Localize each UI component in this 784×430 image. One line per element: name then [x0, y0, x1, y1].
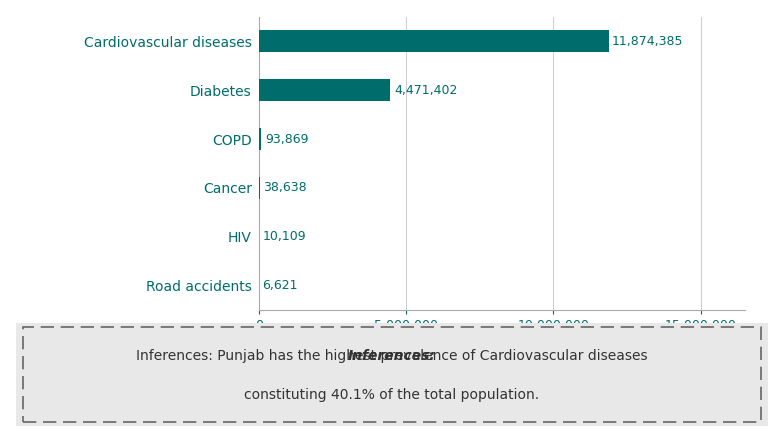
Text: 38,638: 38,638 — [263, 181, 307, 194]
Bar — [259, 79, 390, 101]
X-axis label: Total number  of cases: Total number of cases — [423, 338, 580, 353]
Text: 11,874,385: 11,874,385 — [612, 35, 684, 48]
FancyBboxPatch shape — [16, 322, 768, 426]
Bar — [259, 31, 608, 52]
Text: Inferences:: Inferences: — [348, 349, 436, 362]
Bar — [259, 177, 260, 199]
Text: 4,471,402: 4,471,402 — [394, 84, 457, 97]
Text: constituting 40.1% of the total population.: constituting 40.1% of the total populati… — [245, 388, 539, 402]
Text: 93,869: 93,869 — [265, 132, 309, 145]
Text: 6,621: 6,621 — [263, 279, 298, 292]
Text: Inferences: Punjab has the highest prevalence of Cardiovascular diseases: Inferences: Punjab has the highest preva… — [136, 349, 648, 362]
Text: 10,109: 10,109 — [263, 230, 307, 243]
Bar — [259, 128, 262, 150]
